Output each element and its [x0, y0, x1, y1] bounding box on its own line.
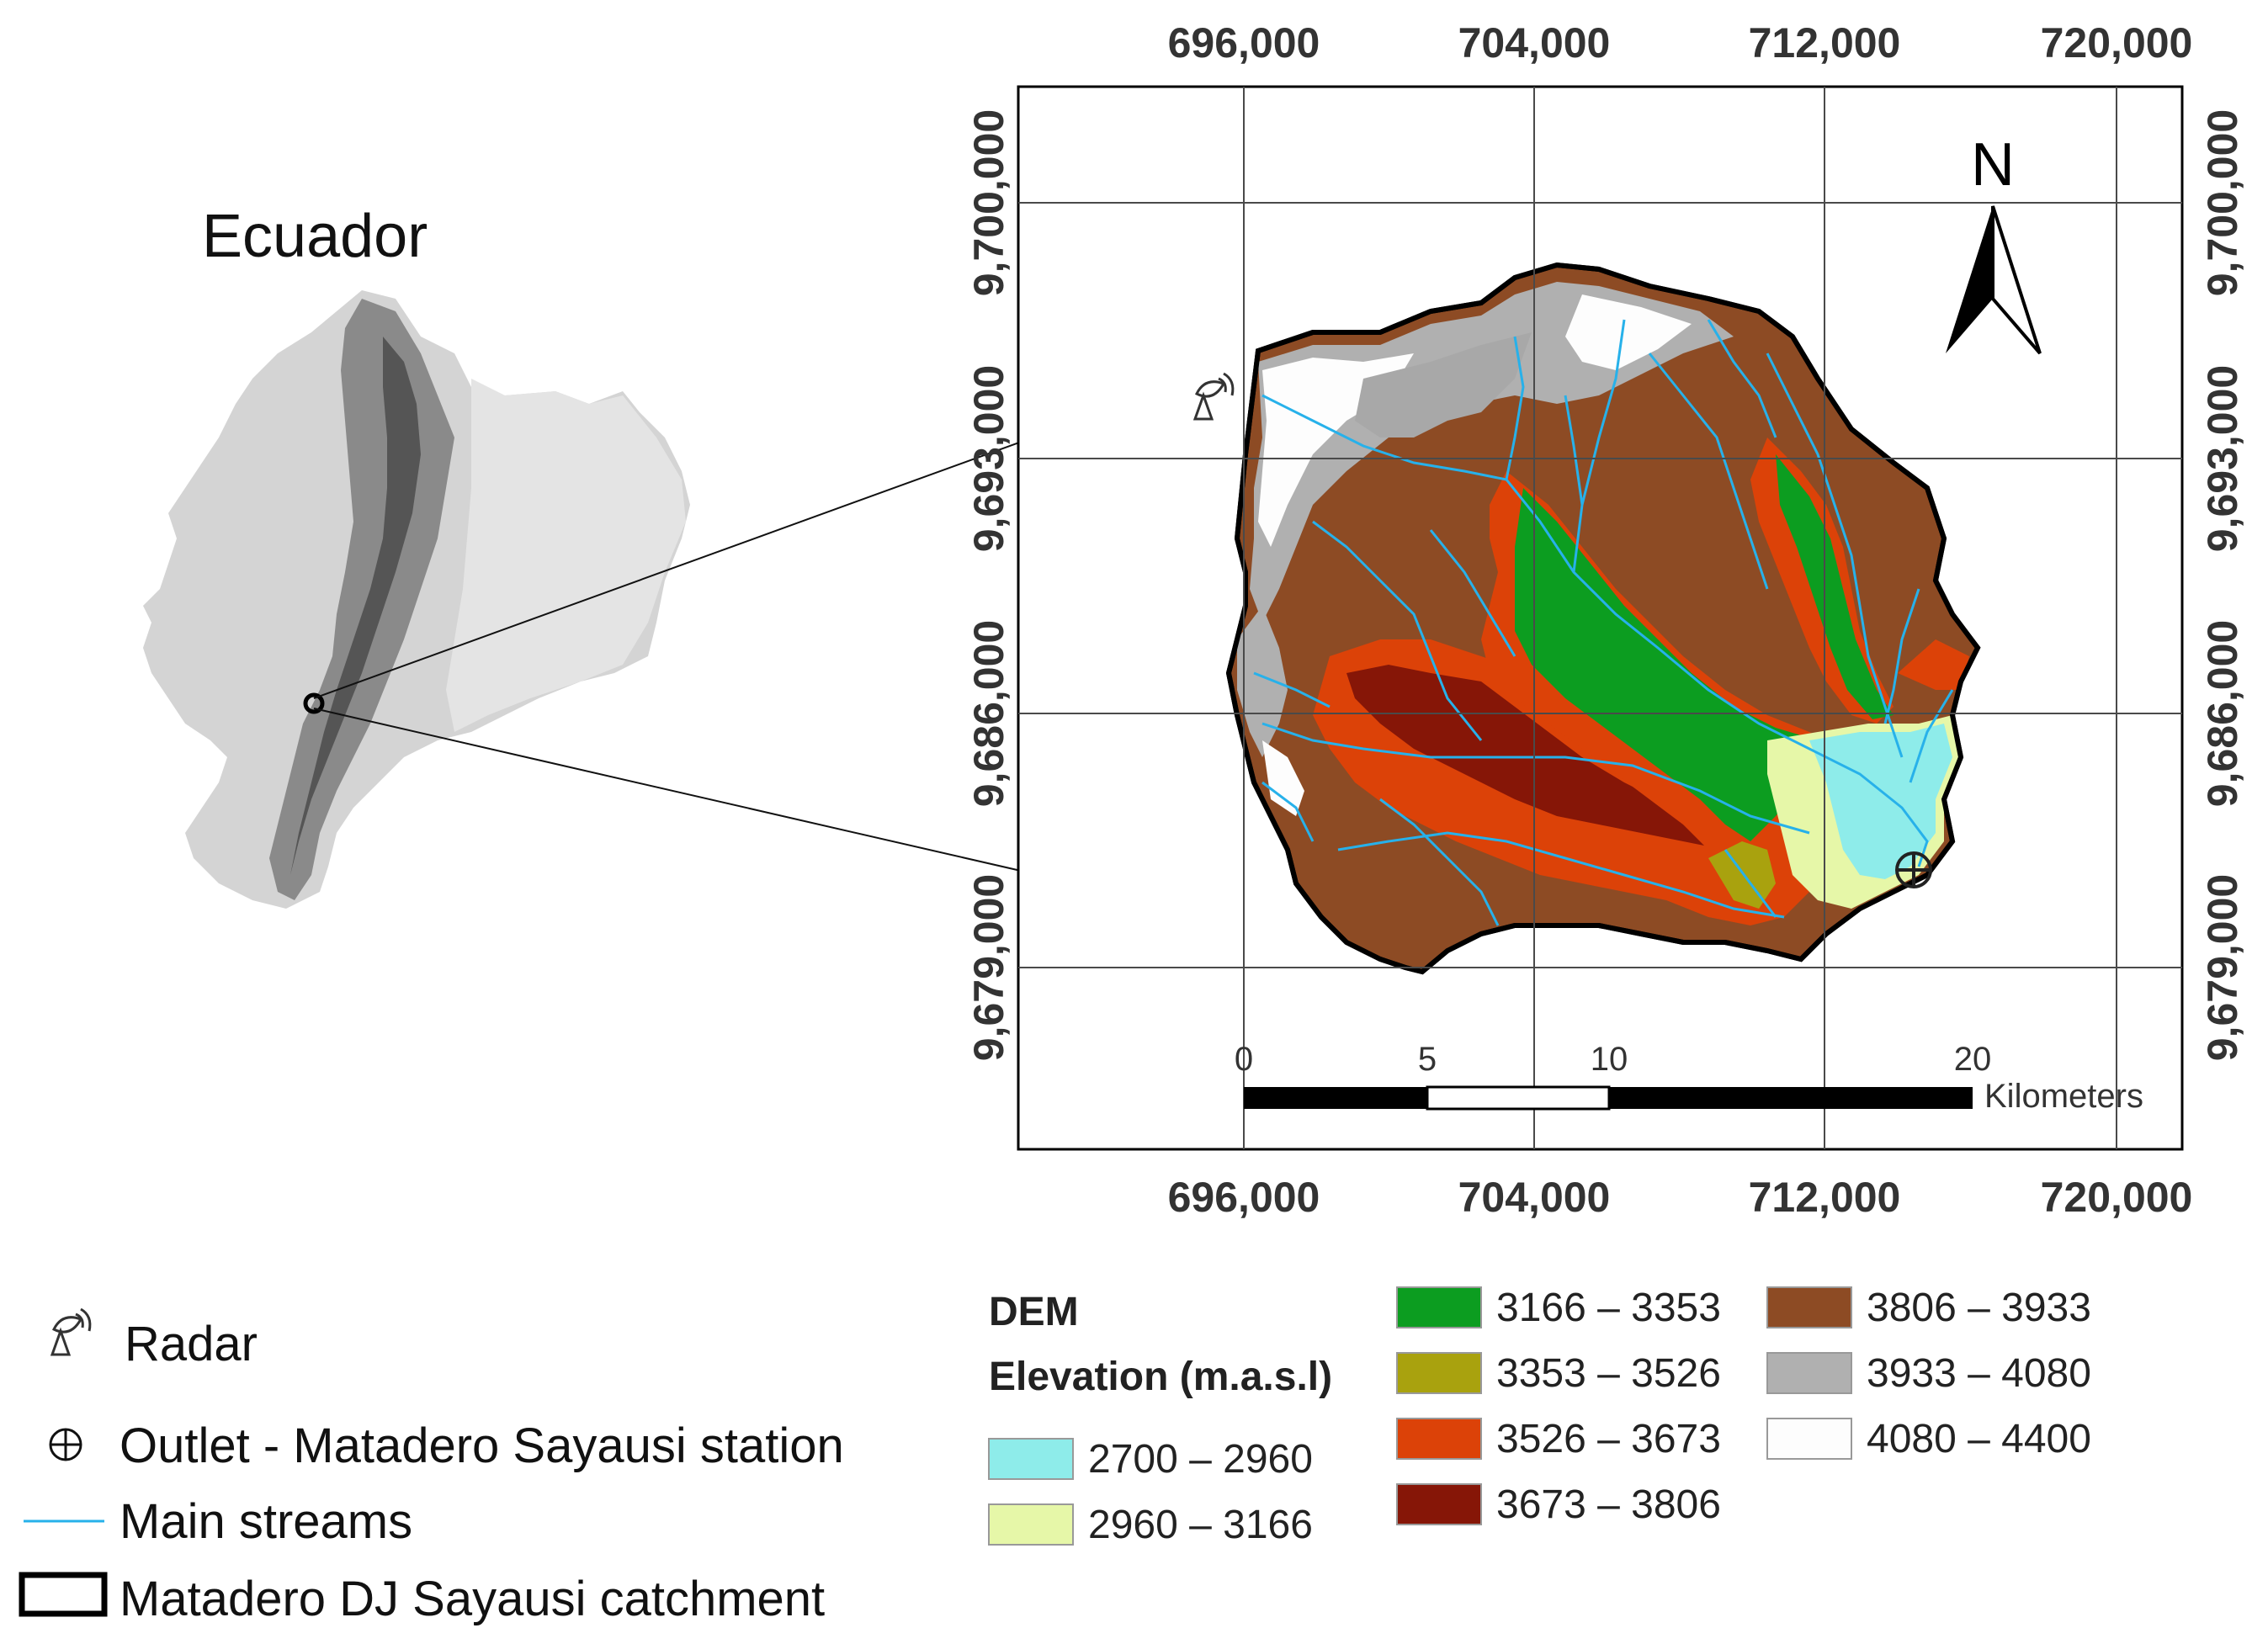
dem-class-label-6: 3673 – 3806 — [1496, 1482, 1721, 1527]
legend-catchment-label: Matadero DJ Sayausi catchment — [120, 1572, 825, 1626]
radar-icon — [1192, 372, 1235, 421]
catchment-boundary — [1225, 262, 1981, 975]
dem-raster — [1225, 262, 1981, 975]
legend-radar-icon — [50, 1307, 92, 1356]
scale-tick-10: 10 — [1591, 1041, 1628, 1078]
scale-bar: 0 5 10 20 Kilometers — [1235, 1041, 2143, 1115]
y-tick-left-3: 9,686,000 — [965, 620, 1012, 807]
x-tick-bottom-2: 704,000 — [1458, 1174, 1611, 1221]
y-tick-right-2: 9,693,000 — [2199, 365, 2246, 552]
main-map: 696,000 704,000 712,000 720,000 696,000 … — [965, 19, 2246, 1221]
legend-outlet-label: Outlet - Matadero Sayausi station — [120, 1419, 844, 1473]
x-tick-top-2: 704,000 — [1458, 19, 1611, 66]
dem-class-label-2: 2960 – 3166 — [1088, 1503, 1313, 1547]
dem-class-label-9: 4080 – 4400 — [1867, 1417, 2091, 1461]
dem-swatch-8 — [1766, 1352, 1852, 1394]
x-tick-bottom-4: 720,000 — [2041, 1174, 2193, 1221]
y-tick-right-1: 9,700,000 — [2199, 109, 2246, 296]
scale-unit: Kilometers — [1984, 1078, 2143, 1115]
x-tick-top-3: 712,000 — [1749, 19, 1901, 66]
legend-left: Radar Outlet - Matadero Sayausi station … — [19, 1307, 844, 1626]
dem-swatch-9 — [1766, 1418, 1852, 1460]
country-label: Ecuador — [202, 203, 428, 270]
dem-swatch-6 — [1396, 1483, 1482, 1525]
y-tick-left-4: 9,679,000 — [965, 874, 1012, 1061]
legend-catchment-symbol — [19, 1572, 108, 1617]
y-tick-right-3: 9,686,000 — [2199, 620, 2246, 807]
map-grid — [1018, 87, 2182, 1149]
scale-tick-20: 20 — [1954, 1041, 1992, 1078]
scale-tick-5: 5 — [1418, 1041, 1437, 1078]
x-tick-top-1: 696,000 — [1168, 19, 1320, 66]
dem-subtitle: Elevation (m.a.s.l) — [989, 1355, 1332, 1399]
legend-dem: DEM Elevation (m.a.s.l) 2700 – 2960 2960 … — [988, 1286, 2091, 1547]
dem-class-label-1: 2700 – 2960 — [1088, 1437, 1313, 1482]
dem-swatch-4 — [1396, 1352, 1482, 1394]
catchment-location-marker — [303, 692, 325, 714]
y-tick-left-1: 9,700,000 — [965, 109, 1012, 296]
north-arrow-icon — [1946, 205, 2042, 355]
y-tick-left-2: 9,693,000 — [965, 365, 1012, 552]
scale-tick-0: 0 — [1235, 1041, 1253, 1078]
ecuador-shape — [143, 290, 690, 909]
dem-swatch-3 — [1396, 1286, 1482, 1328]
dem-class-label-8: 3933 – 4080 — [1867, 1351, 2091, 1396]
main-streams — [1253, 319, 1954, 926]
dem-swatch-7 — [1766, 1286, 1852, 1328]
dem-swatch-2 — [988, 1503, 1074, 1546]
outlet-icon — [1895, 851, 1932, 888]
north-label: N — [1971, 131, 2015, 199]
y-tick-right-4: 9,679,000 — [2199, 874, 2246, 1061]
x-tick-bottom-1: 696,000 — [1168, 1174, 1320, 1221]
dem-swatch-1 — [988, 1438, 1074, 1480]
legend-radar-label: Radar — [125, 1317, 258, 1371]
dem-class-label-4: 3353 – 3526 — [1496, 1351, 1721, 1396]
dem-class-label-3: 3166 – 3353 — [1496, 1286, 1721, 1330]
legend-outlet-icon — [49, 1428, 82, 1461]
dem-title: DEM — [989, 1290, 1079, 1334]
dem-class-label-5: 3526 – 3673 — [1496, 1417, 1721, 1461]
x-tick-bottom-3: 712,000 — [1749, 1174, 1901, 1221]
legend-streams-label: Main streams — [120, 1494, 412, 1549]
x-tick-top-4: 720,000 — [2041, 19, 2193, 66]
dem-class-label-7: 3806 – 3933 — [1867, 1286, 2091, 1330]
dem-swatch-5 — [1396, 1418, 1482, 1460]
